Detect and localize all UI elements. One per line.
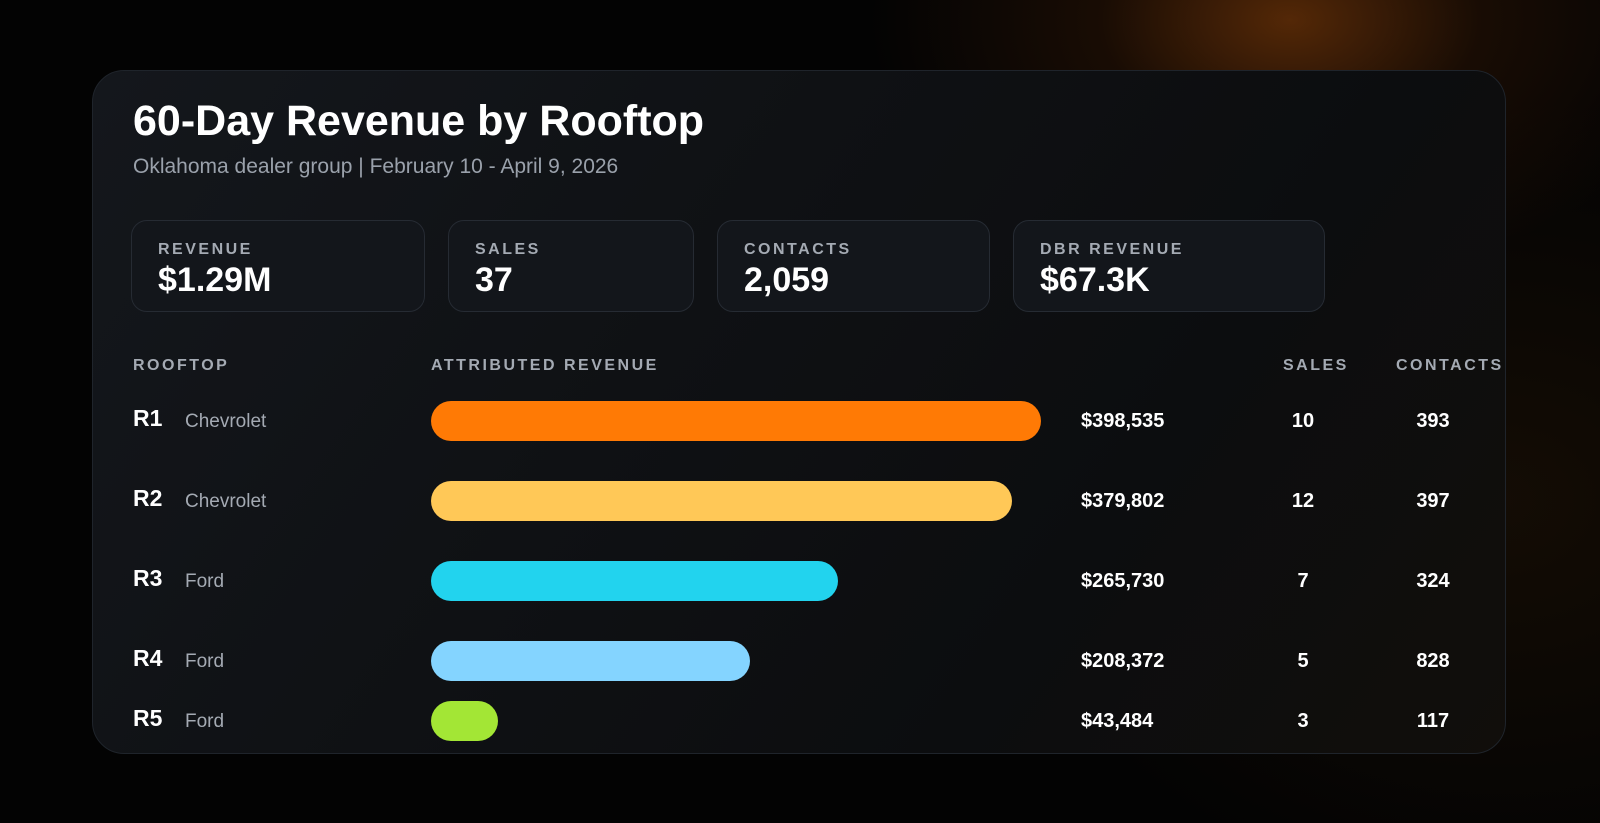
kpi-contacts: CONTACTS 2,059 — [717, 220, 990, 312]
revenue-value-label: $379,802 — [1081, 490, 1165, 512]
rooftop-brand-label: Ford — [185, 651, 225, 672]
contacts-value: 117 — [1416, 710, 1450, 732]
chart-row-r5: R5 Ford $43,484 3 117 — [93, 701, 1505, 741]
page-subtitle: Oklahoma dealer group | February 10 - Ap… — [133, 155, 619, 178]
kpi-contacts-label: CONTACTS — [744, 241, 852, 258]
column-header-revenue: ATTRIBUTED REVENUE — [431, 357, 659, 374]
kpi-dbr-revenue: DBR REVENUE $67.3K — [1013, 220, 1325, 312]
contacts-value: 828 — [1416, 650, 1450, 672]
column-header-rooftop: ROOFTOP — [133, 357, 230, 374]
column-header-contacts: CONTACTS — [1396, 357, 1504, 374]
chart-row-r3: R3 Ford $265,730 7 324 — [93, 561, 1505, 601]
rooftop-brand-label: Chevrolet — [185, 411, 267, 432]
revenue-value-label: $265,730 — [1081, 570, 1165, 592]
kpi-revenue: REVENUE $1.29M — [131, 220, 425, 312]
rooftop-brand-label: Ford — [185, 711, 225, 732]
sales-value: 12 — [1291, 490, 1315, 512]
revenue-value-label: $43,484 — [1081, 710, 1154, 732]
kpi-sales: SALES 37 — [448, 220, 694, 312]
chart-row-r4: R4 Ford $208,372 5 828 — [93, 641, 1505, 681]
kpi-sales-label: SALES — [475, 241, 541, 258]
revenue-value-label: $208,372 — [1081, 650, 1165, 672]
rooftop-id-label: R5 — [133, 705, 163, 731]
rooftop-bar-chart: R1 Chevrolet $398,535 10 393 R2 Chevrolet $379,… — [93, 71, 1505, 753]
rooftop-id-label: R1 — [133, 405, 163, 431]
revenue-bar-r1 — [431, 401, 1041, 441]
rooftop-id-label: R2 — [133, 485, 163, 511]
chart-row-r1: R1 Chevrolet $398,535 10 393 — [93, 401, 1505, 441]
rooftop-brand-label: Ford — [185, 571, 225, 592]
contacts-value: 397 — [1416, 490, 1450, 512]
sales-value: 10 — [1291, 410, 1315, 432]
revenue-bar-r2 — [431, 481, 1012, 521]
rooftop-id-label: R4 — [133, 645, 163, 671]
kpi-dbr-revenue-label: DBR REVENUE — [1040, 241, 1184, 258]
kpi-revenue-label: REVENUE — [158, 241, 253, 258]
kpi-contacts-value: 2,059 — [744, 261, 830, 299]
revenue-value-label: $398,535 — [1081, 410, 1165, 432]
sales-value: 5 — [1297, 650, 1309, 672]
contacts-value: 393 — [1416, 410, 1450, 432]
rooftop-id-label: R3 — [133, 565, 163, 591]
sales-value: 7 — [1297, 570, 1309, 592]
chart-row-r2: R2 Chevrolet $379,802 12 397 — [93, 481, 1505, 521]
revenue-card: 60-Day Revenue by Rooftop Oklahoma deale… — [92, 70, 1506, 754]
kpi-sales-value: 37 — [475, 261, 513, 299]
sales-value: 3 — [1297, 710, 1309, 732]
revenue-bar-r5 — [431, 701, 498, 741]
column-header-sales: SALES — [1283, 357, 1349, 374]
kpi-revenue-value: $1.29M — [158, 261, 272, 299]
page-title: 60-Day Revenue by Rooftop — [133, 97, 705, 145]
contacts-value: 324 — [1416, 570, 1450, 592]
rooftop-brand-label: Chevrolet — [185, 491, 267, 512]
kpi-dbr-revenue-value: $67.3K — [1040, 261, 1150, 299]
revenue-bar-r4 — [431, 641, 750, 681]
revenue-bar-r3 — [431, 561, 838, 601]
